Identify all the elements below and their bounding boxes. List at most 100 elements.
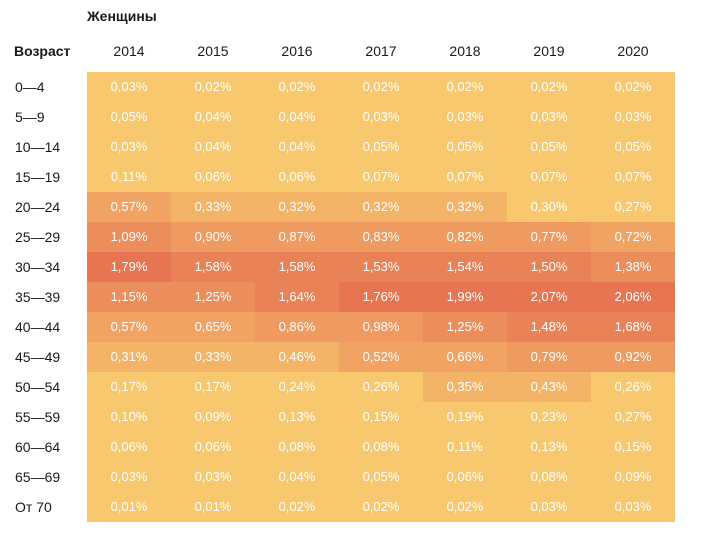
heatmap-cell: 0,05%: [339, 132, 423, 162]
heatmap-cell: 0,15%: [591, 432, 675, 462]
heatmap-cell: 0,23%: [507, 402, 591, 432]
heatmap-cell: 0,90%: [171, 222, 255, 252]
row-label: 20—24: [15, 199, 61, 215]
column-header-2020: 2020: [617, 43, 649, 59]
row-header-label: Возраст: [14, 43, 71, 59]
heatmap-cell: 0,07%: [423, 162, 507, 192]
heatmap-cell: 0,02%: [255, 492, 339, 522]
row-label: 45—49: [15, 349, 61, 365]
column-header-2017: 2017: [365, 43, 397, 59]
heatmap-cell: 0,01%: [171, 492, 255, 522]
heatmap-cell: 2,07%: [507, 282, 591, 312]
heatmap-cell: 0,10%: [87, 402, 171, 432]
row-label: 65—69: [15, 469, 61, 485]
heatmap-cell: 1,38%: [591, 252, 675, 282]
heatmap-cell: 0,03%: [507, 102, 591, 132]
heatmap-cell: 0,05%: [423, 132, 507, 162]
heatmap-cell: 0,46%: [255, 342, 339, 372]
column-header-2016: 2016: [281, 43, 313, 59]
row-label: 30—34: [15, 259, 61, 275]
heatmap-cell: 0,02%: [339, 492, 423, 522]
heatmap-cell: 0,06%: [423, 462, 507, 492]
heatmap-cell: 0,03%: [507, 492, 591, 522]
heatmap-cell: 0,07%: [339, 162, 423, 192]
heatmap-cell: 0,08%: [507, 462, 591, 492]
heatmap-cell: 1,15%: [87, 282, 171, 312]
heatmap-cell: 0,57%: [87, 312, 171, 342]
row-label: 40—44: [15, 319, 61, 335]
heatmap-cell: 0,05%: [87, 102, 171, 132]
column-header-2015: 2015: [197, 43, 229, 59]
heatmap-cell: 0,06%: [87, 432, 171, 462]
heatmap-cell: 0,31%: [87, 342, 171, 372]
heatmap-cell: 0,52%: [339, 342, 423, 372]
row-label: 0—4: [15, 79, 45, 95]
heatmap-cell: 0,13%: [255, 402, 339, 432]
heatmap-cell: 1,58%: [255, 252, 339, 282]
heatmap-cell: 0,03%: [87, 72, 171, 102]
column-header-2018: 2018: [449, 43, 481, 59]
heatmap-cell: 0,79%: [507, 342, 591, 372]
heatmap-cell: 0,03%: [339, 102, 423, 132]
heatmap-cell: 0,08%: [339, 432, 423, 462]
heatmap-cell: 0,27%: [591, 192, 675, 222]
column-header-2014: 2014: [113, 43, 145, 59]
heatmap-cell: 0,92%: [591, 342, 675, 372]
heatmap-cell: 0,86%: [255, 312, 339, 342]
heatmap-cell: 0,06%: [171, 162, 255, 192]
heatmap-cell: 0,13%: [507, 432, 591, 462]
heatmap-cell: 0,03%: [423, 102, 507, 132]
heatmap-cell: 0,05%: [591, 132, 675, 162]
heatmap-cell: 2,06%: [591, 282, 675, 312]
heatmap-cell: 0,06%: [255, 162, 339, 192]
row-label: 50—54: [15, 379, 61, 395]
heatmap-cell: 0,98%: [339, 312, 423, 342]
row-label: 55—59: [15, 409, 61, 425]
heatmap-cell: 0,32%: [423, 192, 507, 222]
heatmap-cell: 0,57%: [87, 192, 171, 222]
heatmap-cell: 1,64%: [255, 282, 339, 312]
row-label: От 70: [15, 499, 52, 515]
heatmap-cell: 0,30%: [507, 192, 591, 222]
heatmap-cell: 0,06%: [171, 432, 255, 462]
heatmap-cell: 1,76%: [339, 282, 423, 312]
heatmap-cell: 1,50%: [507, 252, 591, 282]
row-label: 15—19: [15, 169, 61, 185]
heatmap-cell: 0,02%: [423, 72, 507, 102]
heatmap-cell: 0,82%: [423, 222, 507, 252]
heatmap-cell: 0,09%: [591, 462, 675, 492]
heatmap-cell: 1,58%: [171, 252, 255, 282]
heatmap-cell: 0,03%: [591, 102, 675, 132]
heatmap-cell: 0,83%: [339, 222, 423, 252]
heatmap-cell: 1,09%: [87, 222, 171, 252]
heatmap-cell: 0,04%: [255, 102, 339, 132]
heatmap-cell: 0,03%: [171, 462, 255, 492]
heatmap-cell: 0,72%: [591, 222, 675, 252]
heatmap-cell: 0,66%: [423, 342, 507, 372]
heatmap-cell: 0,05%: [339, 462, 423, 492]
heatmap-cell: 0,11%: [87, 162, 171, 192]
heatmap-cell: 0,87%: [255, 222, 339, 252]
row-label: 35—39: [15, 289, 61, 305]
heatmap-cell: 0,04%: [171, 102, 255, 132]
chart-title: Женщины: [87, 8, 157, 24]
heatmap-cell: 0,07%: [591, 162, 675, 192]
heatmap-cell: 0,27%: [591, 402, 675, 432]
heatmap-cell: 1,53%: [339, 252, 423, 282]
heatmap-cell: 0,03%: [87, 462, 171, 492]
heatmap-cell: 0,02%: [591, 72, 675, 102]
row-label: 60—64: [15, 439, 61, 455]
heatmap-cell: 0,03%: [591, 492, 675, 522]
heatmap-cell: 0,32%: [339, 192, 423, 222]
heatmap-cell: 0,03%: [87, 132, 171, 162]
heatmap-cell: 0,05%: [507, 132, 591, 162]
heatmap-cell: 1,99%: [423, 282, 507, 312]
heatmap-cell: 1,54%: [423, 252, 507, 282]
heatmap-cell: 0,26%: [339, 372, 423, 402]
heatmap-cell: 1,25%: [423, 312, 507, 342]
heatmap-cell: 0,11%: [423, 432, 507, 462]
heatmap-cell: 0,09%: [171, 402, 255, 432]
heatmap-cell: 0,65%: [171, 312, 255, 342]
heatmap-cell: 0,33%: [171, 192, 255, 222]
